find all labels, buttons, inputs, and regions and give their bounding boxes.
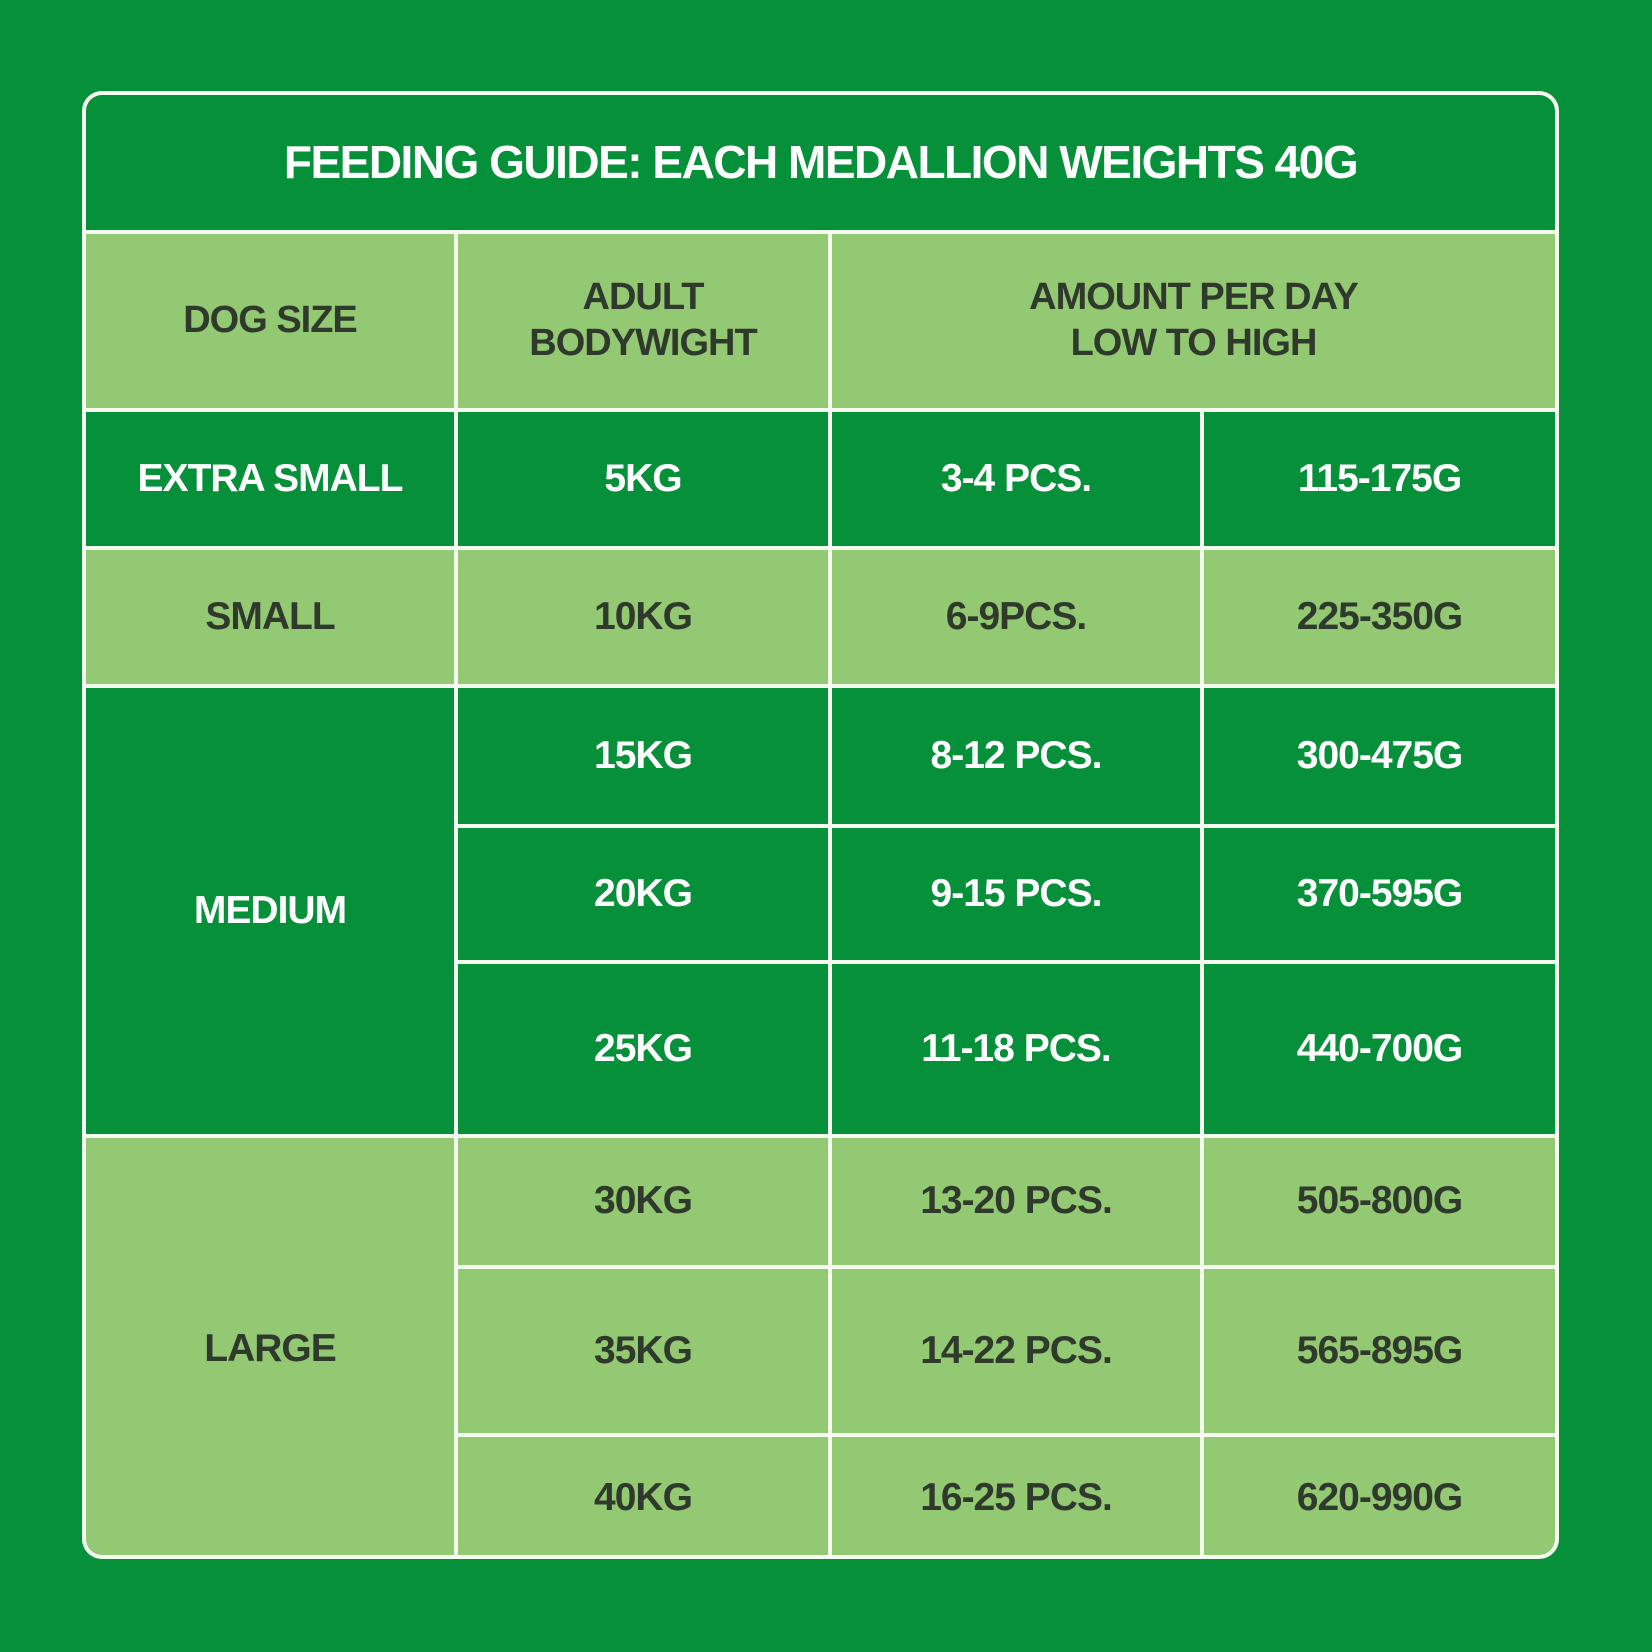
pieces-cell: 9-15 PCS. bbox=[832, 828, 1200, 960]
header-adult-bodyweight: ADULT BODYWIGHT bbox=[458, 234, 828, 408]
pieces-cell: 13-20 PCS. bbox=[832, 1138, 1200, 1265]
weight-cell: 40KG bbox=[458, 1437, 828, 1555]
grams-cell: 620-990G bbox=[1204, 1437, 1555, 1555]
table-title: FEEDING GUIDE: EACH MEDALLION WEIGHTS 40… bbox=[86, 95, 1555, 230]
grams-cell: 370-595G bbox=[1204, 828, 1555, 960]
weight-cell: 35KG bbox=[458, 1269, 828, 1433]
feeding-guide-table: FEEDING GUIDE: EACH MEDALLION WEIGHTS 40… bbox=[82, 91, 1559, 1559]
pieces-cell: 8-12 PCS. bbox=[832, 688, 1200, 824]
weight-cell: 20KG bbox=[458, 828, 828, 960]
grams-cell: 115-175G bbox=[1204, 412, 1555, 546]
weight-cell: 10KG bbox=[458, 550, 828, 684]
grams-cell: 225-350G bbox=[1204, 550, 1555, 684]
size-large: LARGE bbox=[86, 1138, 454, 1555]
header-amount-per-day: AMOUNT PER DAY LOW TO HIGH bbox=[832, 234, 1555, 408]
grams-cell: 300-475G bbox=[1204, 688, 1555, 824]
header-amount-line2: LOW TO HIGH bbox=[1070, 322, 1318, 364]
grams-cell: 565-895G bbox=[1204, 1269, 1555, 1433]
weight-cell: 15KG bbox=[458, 688, 828, 824]
pieces-cell: 16-25 PCS. bbox=[832, 1437, 1200, 1555]
header-dog-size: DOG SIZE bbox=[86, 234, 454, 408]
pieces-cell: 6-9PCS. bbox=[832, 550, 1200, 684]
header-adult-bodyweight-line1: ADULT bbox=[582, 276, 705, 319]
weight-cell: 25KG bbox=[458, 964, 828, 1134]
size-medium: MEDIUM bbox=[86, 688, 454, 1134]
weight-cell: 5KG bbox=[458, 412, 828, 546]
grams-cell: 440-700G bbox=[1204, 964, 1555, 1134]
pieces-cell: 14-22 PCS. bbox=[832, 1269, 1200, 1433]
weight-cell: 30KG bbox=[458, 1138, 828, 1265]
pieces-cell: 11-18 PCS. bbox=[832, 964, 1200, 1134]
grams-cell: 505-800G bbox=[1204, 1138, 1555, 1265]
header-amount-line1: AMOUNT PER DAY bbox=[1029, 276, 1359, 319]
size-extra-small: EXTRA SMALL bbox=[86, 412, 454, 546]
header-adult-bodyweight-line2: BODYWIGHT bbox=[529, 322, 757, 364]
pieces-cell: 3-4 PCS. bbox=[832, 412, 1200, 546]
size-small: SMALL bbox=[86, 550, 454, 684]
